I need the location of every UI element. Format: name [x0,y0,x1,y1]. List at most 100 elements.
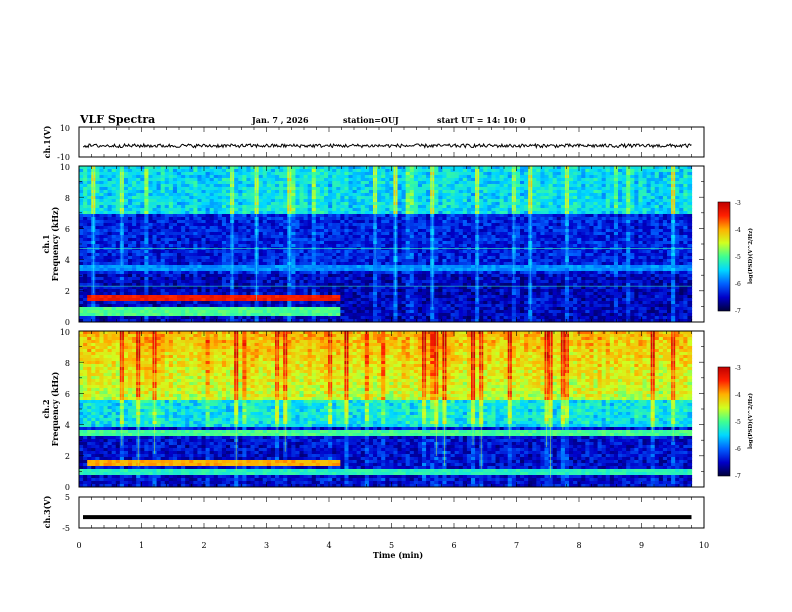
spectrogram-cell [634,226,640,230]
spectrogram-cell [336,223,341,227]
spectrogram-cell [123,256,129,260]
spectrogram-cell [458,214,464,218]
spectrogram-cell [524,253,529,257]
spectrogram-cell [340,223,346,227]
spectrogram-cell [283,211,288,215]
spectrogram-cell [569,199,574,203]
spectrogram-cell [266,238,272,242]
spectrogram-cell [152,178,158,182]
spectrogram-cell [234,181,239,185]
spectrogram-cell [270,220,276,224]
spectrogram-cell [368,193,374,197]
spectrogram-cell [136,220,141,224]
spectrogram-cell [622,214,627,218]
spectrogram-cell [450,169,456,173]
spectrogram-cell [638,193,644,197]
spectrogram-cell [299,169,305,173]
spectrogram-cell [295,262,301,266]
spectrogram-cell [234,229,239,233]
spectrogram-cell [160,220,166,224]
spectrogram-cell [217,217,223,221]
spectrogram-cell [373,259,378,263]
spectrogram-cell [279,175,284,179]
spectrogram-cell [675,220,680,224]
spectrogram-cell [499,220,505,224]
spectrogram-cell [168,181,174,185]
spectrogram-cell [548,208,554,212]
spectrogram-cell [532,202,537,206]
spectrogram-cell [630,241,635,245]
spectrogram-cell [515,229,521,233]
spectrogram-cell [417,223,423,227]
spectrogram-cell [356,202,362,206]
spectrogram-cell [315,175,321,179]
spectrogram-cell [172,223,178,227]
spectrogram-cell [181,181,186,185]
spectrogram-cell [462,235,468,239]
spectrogram-cell [283,262,288,266]
spectrogram-cell [266,217,272,221]
spectrogram-cell [413,259,419,263]
spectrogram-cell [107,190,113,194]
spectrogram-cell [364,238,370,242]
spectrogram-cell [524,244,529,248]
spectrogram-cell [654,187,660,191]
spectrogram-cell [344,211,350,215]
spectrogram-cell [503,166,509,170]
spectrogram-cell [123,166,129,170]
spectrogram-cell [687,211,693,215]
spectrogram-cell [283,169,288,173]
spectrogram-cell [667,262,672,266]
spectrogram-cell [352,193,358,197]
spectrogram-cell [275,235,280,239]
spectrogram-cell [450,202,456,206]
spectrogram-cell [164,217,170,221]
spectrogram-cell [581,241,586,245]
spectrogram-cell [438,238,444,242]
spectrogram-cell [426,232,431,236]
spectrogram-cell [99,256,105,260]
spectrogram-cell [291,205,297,209]
spectrogram-cell [638,166,644,170]
spectrogram-cell [177,262,182,266]
spectrogram-cell [160,187,166,191]
spectrogram-cell [646,205,652,209]
spectrogram-cell [340,250,346,254]
spectrogram-cell [262,238,268,242]
spectrogram-cell [389,238,395,242]
spectrogram-cell [667,181,672,185]
spectrogram-cell [168,250,174,254]
spectrogram-cell [667,202,672,206]
spectrogram-cell [499,196,505,200]
spectrogram-cell [667,214,672,218]
spectrogram-cell [217,235,223,239]
spectrogram-cell [515,181,521,185]
spectrogram-cell [144,202,150,206]
spectrogram-cell [132,166,137,170]
spectrogram-cell [385,205,390,209]
spectrogram-cell [479,235,484,239]
spectrogram-cell [495,226,501,230]
spectrogram-cell [397,211,403,215]
spectrogram-cell [185,202,190,206]
spectrogram-cell [479,241,484,245]
spectrogram-cell [446,190,452,194]
spectrogram-cell [389,193,395,197]
spectrogram-cell [164,196,170,200]
spectrogram-cell [177,175,182,179]
spectrogram-cell [654,244,660,248]
spectrogram-cell [658,223,664,227]
figure-title: VLF Spectra [79,113,155,126]
spectrogram-cell [585,256,591,260]
spectrogram-cell [107,184,113,188]
spectrogram-cell [422,178,427,182]
spectrogram-cell [503,190,509,194]
spectrogram-cell [197,202,203,206]
spectrogram-cell [442,178,448,182]
spectrogram-cell [311,205,317,209]
spectrogram-cell [136,169,141,173]
spectrogram-cell [630,190,635,194]
spectrogram-cell [148,193,154,197]
spectrogram-cell [364,244,370,248]
spectrogram-cell [132,259,137,263]
